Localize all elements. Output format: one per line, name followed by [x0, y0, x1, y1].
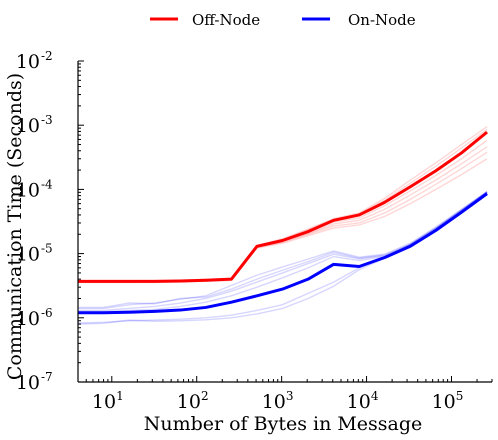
background-series-line-7: [77, 191, 488, 324]
x-tick-label: 105: [432, 389, 464, 413]
y-tick-label: 10-7: [16, 370, 53, 394]
x-tick-label: 102: [177, 389, 209, 413]
background-series-line-1: [78, 151, 488, 283]
y-tick-label: 10-4: [16, 177, 53, 201]
ticks: 101 102 103 104 105 10-7 10-6 10-5 10-4 10-3 10-2: [16, 49, 493, 413]
y-axis-title: Communication Time (Seconds): [4, 73, 26, 380]
x-axis-title: Number of Bytes in Message: [144, 413, 423, 435]
series-line-off-node: [78, 130, 488, 283]
background-series-line-2: [78, 146, 488, 283]
axes: [77, 61, 492, 383]
background-series-line-3: [78, 128, 488, 282]
y-tick-label: 10-2: [16, 49, 53, 73]
main-series-lines: [78, 130, 488, 315]
y-tick-label: 10-3: [16, 113, 53, 137]
background-series-line-10: [78, 191, 488, 312]
background-series-line-4: [78, 126, 488, 282]
y-tick-label: 10-6: [16, 306, 53, 330]
background-series-line-5: [78, 139, 488, 283]
legend: Off-Node On-Node: [150, 11, 416, 29]
legend-label: On-Node: [348, 11, 416, 29]
legend-label: Off-Node: [192, 11, 260, 29]
x-tick-label: 103: [262, 389, 294, 413]
background-series-lines: [77, 126, 488, 325]
series-line-on-node: [78, 192, 488, 315]
x-tick-label: 101: [92, 389, 124, 413]
background-series-line-9: [78, 190, 488, 310]
x-tick-label: 104: [347, 389, 379, 413]
background-series-line-8: [78, 191, 488, 309]
background-series-line-11: [78, 191, 488, 313]
plot-area: [77, 126, 488, 325]
y-tick-label: 10-5: [16, 242, 53, 266]
